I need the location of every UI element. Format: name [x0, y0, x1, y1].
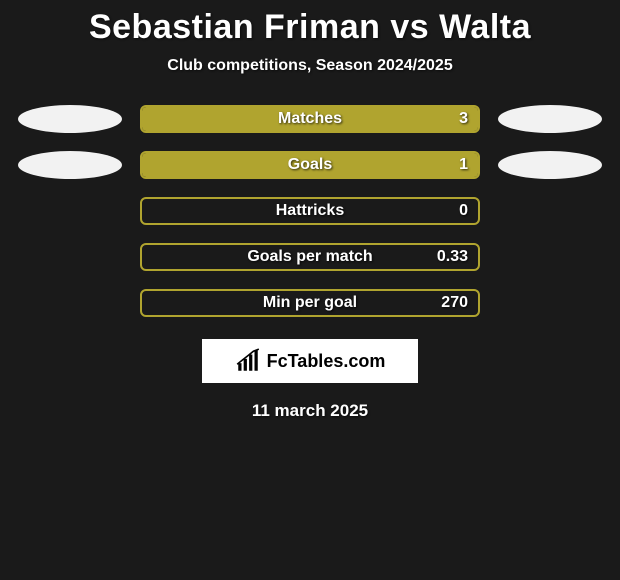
stats-list: Matches 3 Goals 1 Hattricks 0 — [0, 105, 620, 317]
player-left-marker — [18, 151, 122, 179]
stat-row: Goals 1 — [0, 151, 620, 179]
stat-bar-fill — [142, 153, 478, 177]
stat-value: 0 — [459, 202, 468, 220]
stat-row: Hattricks 0 — [0, 197, 620, 225]
stat-bar: Min per goal 270 — [140, 289, 480, 317]
player-right-marker — [498, 105, 602, 133]
player-left-marker — [18, 105, 122, 133]
stat-row: Goals per match 0.33 — [0, 243, 620, 271]
stat-row: Min per goal 270 — [0, 289, 620, 317]
stat-value: 270 — [441, 294, 468, 312]
page-subtitle: Club competitions, Season 2024/2025 — [0, 57, 620, 75]
stat-bar-fill — [142, 107, 478, 131]
stat-bar: Hattricks 0 — [140, 197, 480, 225]
stat-bar: Goals per match 0.33 — [140, 243, 480, 271]
stat-label: Min per goal — [142, 294, 478, 312]
brand-link[interactable]: FcTables.com — [202, 339, 418, 383]
player-right-marker — [498, 151, 602, 179]
stat-bar: Matches 3 — [140, 105, 480, 133]
stat-label: Goals per match — [142, 248, 478, 266]
comparison-widget: Sebastian Friman vs Walta Club competiti… — [0, 0, 620, 421]
stat-label: Hattricks — [142, 202, 478, 220]
brand-text: FcTables.com — [267, 351, 386, 372]
stat-bar: Goals 1 — [140, 151, 480, 179]
stat-value: 0.33 — [437, 248, 468, 266]
page-title: Sebastian Friman vs Walta — [0, 8, 620, 47]
bar-chart-icon — [235, 348, 261, 374]
footer-date: 11 march 2025 — [0, 401, 620, 421]
stat-row: Matches 3 — [0, 105, 620, 133]
